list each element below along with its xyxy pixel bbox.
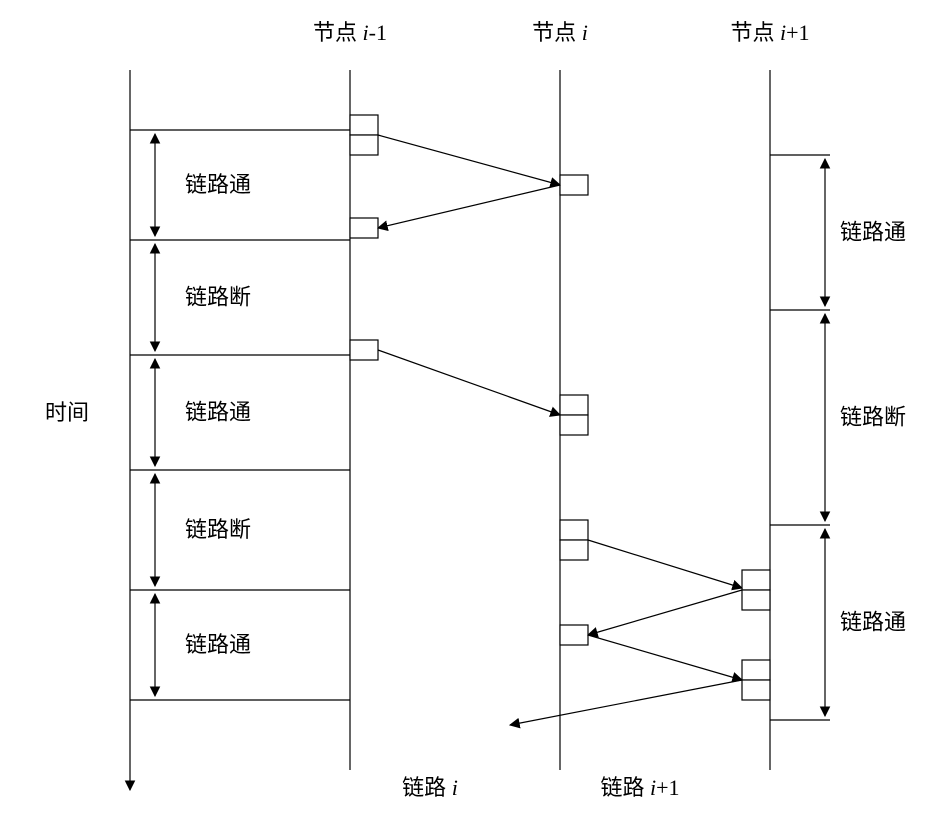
packet-cell	[350, 115, 378, 135]
link-bottom-label: 链路 i+1	[600, 775, 679, 800]
packet-cell	[742, 590, 770, 610]
msg-arrow	[378, 350, 560, 415]
msg-arrow	[588, 635, 742, 680]
left-seg-label-link_off: 链路断	[185, 517, 251, 542]
packet-cell	[742, 680, 770, 700]
link-bottom-label: 链路 i	[402, 775, 458, 800]
node-header: 节点 i-1	[313, 20, 387, 45]
left-seg-label-link_on: 链路通	[185, 172, 251, 197]
right-seg-label-link_on: 链路通	[840, 220, 906, 245]
packet-cell	[350, 135, 378, 155]
packet-cell	[560, 540, 588, 560]
msg-arrow	[378, 185, 560, 228]
left-seg-label-link_on: 链路通	[185, 400, 251, 425]
node-header: 节点 i	[532, 20, 588, 45]
packet-cell	[560, 415, 588, 435]
packet-cell	[350, 218, 378, 238]
time-axis-label: 时间	[45, 400, 89, 425]
msg-arrow	[378, 135, 560, 185]
right-seg-label-link_off: 链路断	[840, 405, 906, 430]
msg-arrow	[588, 540, 742, 588]
node-header: 节点 i+1	[730, 20, 809, 45]
packet-cell	[742, 570, 770, 590]
msg-arrow	[510, 680, 742, 725]
packet-cell	[560, 625, 588, 645]
left-seg-label-link_off: 链路断	[185, 285, 251, 310]
packet-cell	[560, 175, 588, 195]
packet-cell	[560, 395, 588, 415]
packet-cell	[350, 340, 378, 360]
packet-cell	[560, 520, 588, 540]
msg-arrow	[588, 590, 742, 635]
left-seg-label-link_on: 链路通	[185, 632, 251, 657]
right-seg-label-link_on: 链路通	[840, 610, 906, 635]
packet-cell	[742, 660, 770, 680]
